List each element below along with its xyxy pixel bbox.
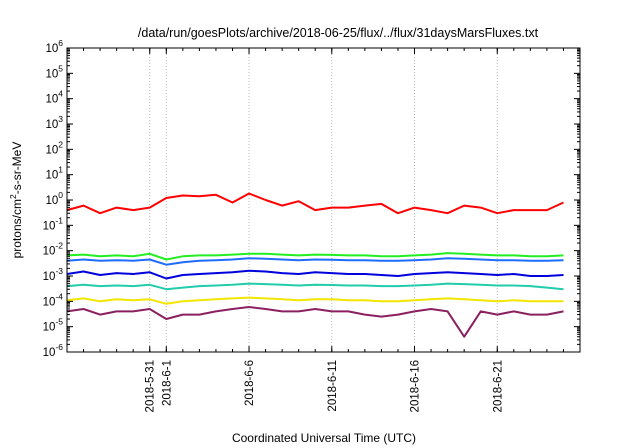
y-tick-label-exponent: -2 bbox=[55, 241, 63, 251]
y-tick-label-exponent: 3 bbox=[58, 114, 63, 124]
y-tick-label: 10-3 bbox=[43, 266, 64, 283]
y-tick-label: 106 bbox=[45, 38, 63, 55]
y-tick-label-base: 10 bbox=[45, 43, 58, 55]
y-tick-label: 10-1 bbox=[43, 215, 64, 232]
y-tick-label-base: 10 bbox=[45, 68, 58, 80]
y-tick-label-exponent: -1 bbox=[55, 215, 63, 225]
x-tick-label: 2018-6-16 bbox=[410, 360, 422, 412]
x-axis-ticks: 2018-5-31 2018-6-1 2018-6-6 2018-6-11 2018-6… bbox=[66, 48, 581, 412]
y-tick-label: 10-4 bbox=[43, 291, 64, 308]
y-tick-label-base: 10 bbox=[43, 246, 56, 258]
x-tick-label: 2018-6-21 bbox=[492, 360, 504, 412]
y-tick-label: 105 bbox=[45, 63, 63, 80]
series-line bbox=[66, 282, 564, 291]
y-tick-label-exponent: 2 bbox=[58, 139, 63, 149]
y-tick-label: 10-5 bbox=[43, 317, 64, 334]
y-tick-label-base: 10 bbox=[45, 170, 58, 182]
y-tick-label: 10-6 bbox=[43, 342, 64, 359]
y-tick-label-base: 10 bbox=[43, 296, 56, 308]
series-layer bbox=[66, 192, 564, 338]
y-tick-label-base: 10 bbox=[45, 119, 58, 131]
y-tick-label-base: 10 bbox=[43, 220, 56, 232]
grid bbox=[149, 48, 498, 352]
series-line bbox=[66, 306, 564, 338]
series-line bbox=[66, 252, 564, 261]
x-tick-label: 2018-6-1 bbox=[161, 360, 173, 406]
y-tick-label: 10-2 bbox=[43, 241, 64, 258]
y-tick-label: 102 bbox=[45, 139, 63, 156]
y-tick-label-exponent: 6 bbox=[58, 38, 63, 48]
series-line bbox=[66, 269, 564, 280]
y-tick-label-exponent: 1 bbox=[58, 165, 63, 175]
y-tick-label-base: 10 bbox=[45, 144, 58, 156]
series-line bbox=[66, 296, 564, 305]
y-tick-label-exponent: -5 bbox=[55, 317, 63, 327]
y-tick-label: 104 bbox=[45, 89, 63, 106]
y-axis-label-sup: 2 bbox=[8, 194, 18, 199]
y-tick-label-base: 10 bbox=[43, 347, 56, 359]
y-tick-label-base: 10 bbox=[45, 195, 58, 207]
y-tick-label-exponent: -6 bbox=[55, 342, 63, 352]
x-tick-label: 2018-6-11 bbox=[327, 360, 339, 412]
y-tick-label: 103 bbox=[45, 114, 63, 131]
x-tick-label: 2018-6-6 bbox=[244, 360, 256, 406]
y-tick-label-base: 10 bbox=[45, 94, 58, 106]
chart-title: /data/run/goesPlots/archive/2018-06-25/f… bbox=[138, 26, 539, 40]
y-tick-label: 100 bbox=[45, 190, 63, 207]
y-tick-label-base: 10 bbox=[43, 322, 56, 334]
y-tick-label-exponent: 5 bbox=[58, 63, 63, 73]
y-axis-label-rest: -s-sr-MeV bbox=[10, 142, 24, 195]
series-line bbox=[66, 257, 564, 266]
x-tick-label: 2018-5-31 bbox=[145, 360, 157, 412]
y-tick-label-exponent: 4 bbox=[58, 89, 63, 99]
y-axis-label: protons/cm2-s-sr-MeV bbox=[8, 142, 24, 259]
x-axis-label: Coordinated Universal Time (UTC) bbox=[232, 431, 416, 445]
y-axis-ticks: 10-610-510-410-310-210-11001011021031041… bbox=[43, 38, 580, 359]
y-tick-label-exponent: -3 bbox=[55, 266, 63, 276]
plot-frame bbox=[66, 47, 581, 353]
y-tick-label-exponent: 0 bbox=[58, 190, 63, 200]
y-axis-label-base: protons/cm bbox=[10, 199, 24, 258]
y-tick-label-exponent: -4 bbox=[55, 291, 63, 301]
y-tick-label-base: 10 bbox=[43, 271, 56, 283]
y-tick-label: 101 bbox=[45, 165, 63, 182]
series-line bbox=[66, 192, 564, 215]
